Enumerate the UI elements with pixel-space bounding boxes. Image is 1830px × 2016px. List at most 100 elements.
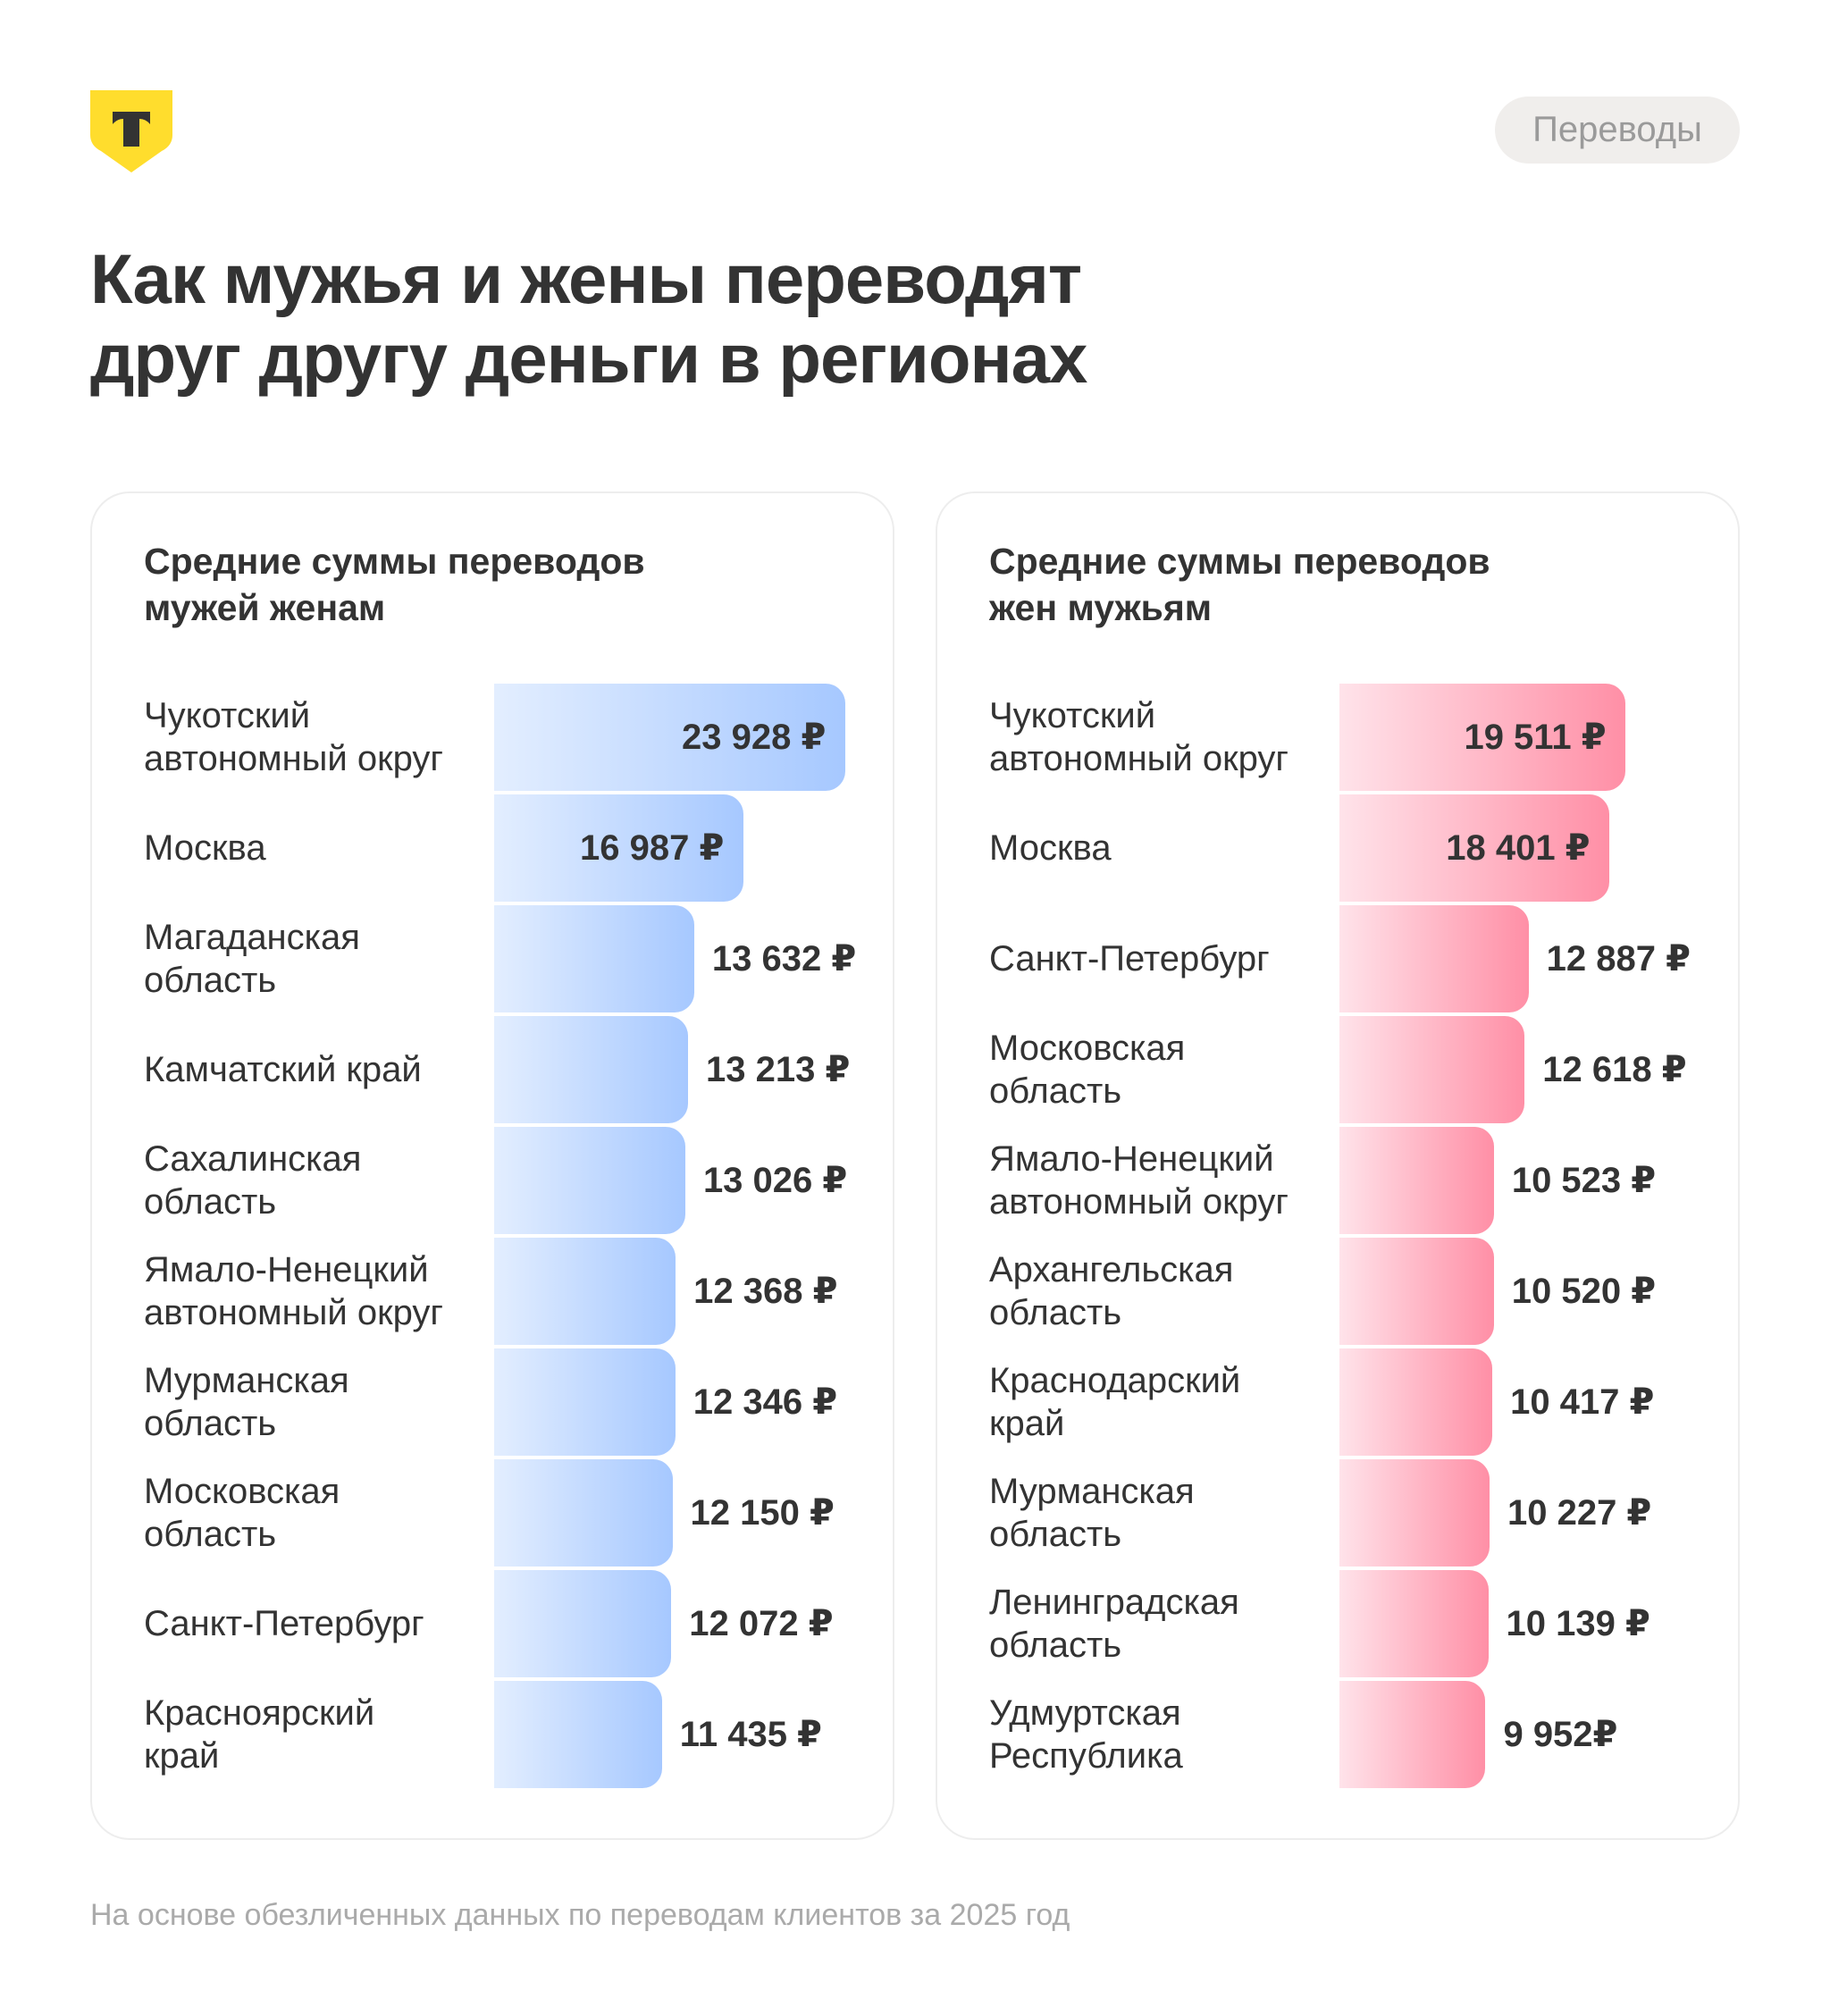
region-label: Удмуртская Республика — [989, 1681, 1183, 1788]
bar-row: Ямало-Ненецкий автономный округ 12 368 ₽ — [92, 1238, 893, 1348]
bar — [1339, 1348, 1493, 1456]
bar-row: Архангельская область 10 520 ₽ — [937, 1238, 1738, 1348]
region-label-line: Удмуртская — [989, 1693, 1181, 1733]
bar — [1339, 1459, 1490, 1567]
region-label: Магаданская область — [144, 905, 360, 1012]
bar — [1339, 794, 1610, 902]
region-label-line: область — [144, 1515, 277, 1554]
value-label: 12 150 ₽ — [690, 1493, 835, 1533]
value-label: 12 887 ₽ — [1546, 939, 1691, 979]
bar — [494, 1016, 688, 1123]
region-label-line: Мурманская — [989, 1472, 1195, 1511]
bar-row: Удмуртская Республика 9 952₽ — [937, 1681, 1738, 1792]
bar-row: Московская область 12 150 ₽ — [92, 1459, 893, 1570]
region-label: Красноярский край — [144, 1681, 374, 1788]
value-label: 23 928 ₽ — [682, 718, 827, 757]
value-label: 10 417 ₽ — [1510, 1382, 1655, 1422]
region-label-line: Московская — [144, 1472, 340, 1511]
value-label: 12 346 ₽ — [693, 1382, 838, 1422]
bar-rows: Чукотский автономный округ 19 511 ₽ Москва 1… — [937, 684, 1738, 1792]
region-label-line: Сахалинская — [144, 1139, 362, 1179]
value-label: 11 435 ₽ — [679, 1715, 822, 1754]
chart-card-wives: Средние суммы переводов жен мужьям Чукот… — [936, 491, 1740, 1840]
bar-row: Чукотский автономный округ 23 928 ₽ — [92, 684, 893, 794]
region-label: Мурманская область — [144, 1348, 349, 1456]
bar-row: Красноярский край 11 435 ₽ — [92, 1681, 893, 1792]
bar-row: Москва 16 987 ₽ — [92, 794, 893, 905]
bar-row: Мурманская область 10 227 ₽ — [937, 1459, 1738, 1570]
region-label: Сахалинская область — [144, 1127, 361, 1234]
bar — [494, 905, 694, 1012]
region-label-line: Санкт-Петербург — [144, 1604, 424, 1643]
region-label-line: край — [144, 1736, 220, 1776]
region-label: Санкт-Петербург — [989, 905, 1270, 1012]
chart-title: Средние суммы переводов мужей женам — [144, 538, 645, 631]
bar — [494, 1681, 662, 1788]
bar — [494, 1348, 676, 1456]
bar — [1339, 684, 1626, 791]
page-title: Как мужья и жены переводят друг другу де… — [90, 239, 1087, 399]
region-label-line: автономный округ — [144, 739, 443, 778]
region-label-line: Республика — [989, 1736, 1183, 1776]
bar — [1339, 905, 1529, 1012]
bar-row: Ленинградская область 10 139 ₽ — [937, 1570, 1738, 1681]
region-label: Санкт-Петербург — [144, 1570, 424, 1677]
bar — [494, 1127, 685, 1234]
region-label: Краснодарский край — [989, 1348, 1240, 1456]
bar — [494, 1238, 676, 1345]
region-label-line: Московская — [989, 1029, 1186, 1068]
value-label: 19 511 ₽ — [1464, 718, 1607, 757]
region-label: Архангельская область — [989, 1238, 1233, 1345]
region-label-line: Архангельская — [989, 1250, 1234, 1289]
region-label-line: край — [989, 1404, 1065, 1443]
region-label-line: Мурманская — [144, 1361, 349, 1400]
region-label: Ленинградская область — [989, 1570, 1239, 1677]
region-label: Чукотский автономный округ — [989, 684, 1289, 791]
region-label-line: Москва — [144, 828, 266, 868]
title-line: Как мужья и жены переводят — [90, 239, 1082, 318]
region-label-line: область — [989, 1293, 1122, 1332]
bar — [1339, 1238, 1494, 1345]
bar-row: Краснодарский край 10 417 ₽ — [937, 1348, 1738, 1459]
region-label-line: область — [144, 1404, 277, 1443]
value-label: 10 520 ₽ — [1511, 1272, 1657, 1311]
region-label-line: область — [989, 1625, 1122, 1665]
bar-row: Санкт-Петербург 12 072 ₽ — [92, 1570, 893, 1681]
region-label-line: автономный округ — [989, 1182, 1289, 1222]
chart-title-line: жен мужьям — [989, 587, 1213, 628]
bar — [1339, 1127, 1494, 1234]
region-label-line: автономный округ — [144, 1293, 443, 1332]
region-label: Ямало-Ненецкий автономный округ — [144, 1238, 443, 1345]
bar — [1339, 1016, 1525, 1123]
region-label: Московская область — [989, 1016, 1185, 1123]
value-label: 12 618 ₽ — [1542, 1050, 1687, 1089]
bar — [1339, 1681, 1486, 1788]
region-label-line: Ленинградская — [989, 1583, 1239, 1622]
region-label-line: Краснодарский — [989, 1361, 1241, 1400]
region-label-line: Камчатский край — [144, 1050, 422, 1089]
region-label: Московская область — [144, 1459, 340, 1567]
title-line: друг другу деньги в регионах — [90, 319, 1087, 398]
bar — [1339, 1570, 1489, 1677]
value-label: 10 139 ₽ — [1506, 1604, 1650, 1643]
region-label: Чукотский автономный округ — [144, 684, 443, 791]
category-tag: Переводы — [1495, 97, 1740, 164]
value-label: 18 401 ₽ — [1446, 828, 1591, 868]
value-label: 13 213 ₽ — [706, 1050, 851, 1089]
bar-row: Мурманская область 12 346 ₽ — [92, 1348, 893, 1459]
region-label-line: Санкт-Петербург — [989, 939, 1270, 979]
value-label: 13 632 ₽ — [711, 939, 857, 979]
region-label: Камчатский край — [144, 1016, 422, 1123]
region-label-line: Красноярский — [144, 1693, 375, 1733]
region-label-line: Чукотский — [989, 696, 1156, 735]
chart-title-line: Средние суммы переводов — [144, 541, 645, 582]
region-label-line: Магаданская — [144, 918, 360, 957]
region-label: Москва — [989, 794, 1112, 902]
bar — [494, 794, 743, 902]
value-label: 13 026 ₽ — [702, 1161, 848, 1200]
value-label: 16 987 ₽ — [579, 828, 725, 868]
value-label: 12 368 ₽ — [693, 1272, 838, 1311]
bar-row: Камчатский край 13 213 ₽ — [92, 1016, 893, 1127]
chart-title: Средние суммы переводов жен мужьям — [989, 538, 1490, 631]
bar-rows: Чукотский автономный округ 23 928 ₽ Москва 1… — [92, 684, 893, 1792]
